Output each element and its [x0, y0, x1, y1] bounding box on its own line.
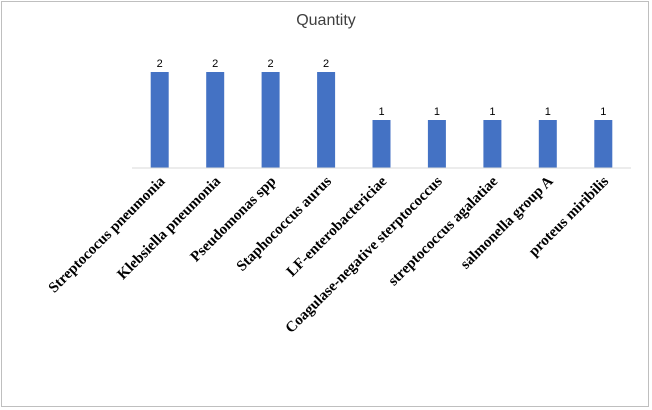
data-label-8: 1 [545, 106, 551, 118]
data-label-1: 2 [157, 58, 163, 70]
bar-7 [483, 120, 502, 168]
bar-3 [261, 72, 280, 168]
bar-2 [206, 72, 225, 168]
category-label-7: streptococcus agalatiae [386, 173, 502, 289]
category-label-5: LF-enterobactericiae [284, 173, 391, 280]
data-label-5: 1 [378, 106, 384, 118]
bars-layer [150, 72, 613, 168]
bar-8 [538, 120, 557, 168]
bar-5 [372, 120, 391, 168]
category-label-8: salmonella group A [458, 173, 557, 272]
data-label-3: 2 [268, 58, 274, 70]
data-label-4: 2 [323, 58, 329, 70]
data-label-7: 1 [489, 106, 495, 118]
category-label-4: Staphococcus aurus [234, 173, 335, 274]
category-label-2: Klebsiella pneumonia [115, 173, 225, 283]
data-label-9: 1 [600, 106, 606, 118]
bar-4 [317, 72, 336, 168]
bar-9 [594, 120, 613, 168]
data-label-2: 2 [212, 58, 218, 70]
chart-title: Quantity [296, 12, 356, 29]
bar-6 [427, 120, 446, 168]
bar-1 [150, 72, 169, 168]
data-labels-layer: 2 2 2 2 1 1 1 1 1 [157, 58, 607, 118]
data-label-6: 1 [434, 106, 440, 118]
